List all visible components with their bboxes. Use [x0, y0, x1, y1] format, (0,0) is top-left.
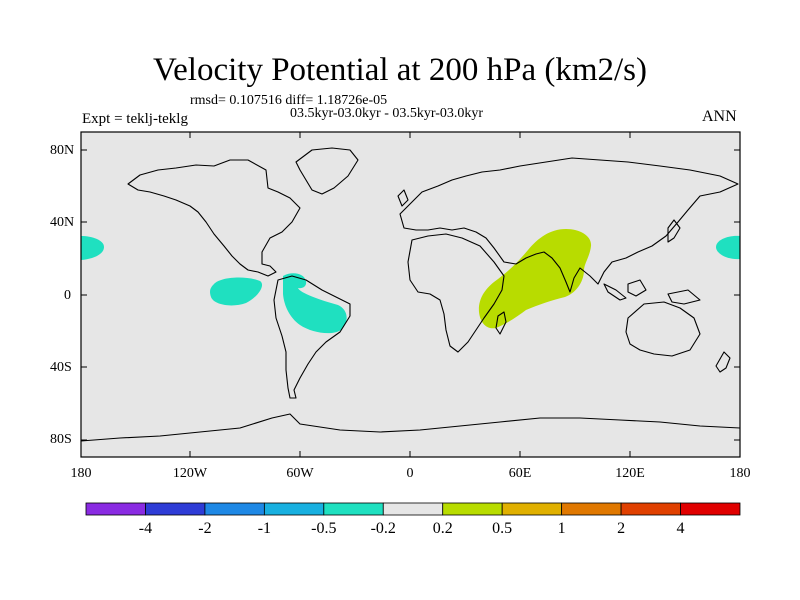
anomaly-south-america-negative: [283, 273, 347, 334]
lon-label-60e: 60E: [508, 466, 532, 481]
anomaly-west-pacific-negative: [81, 236, 104, 260]
coast-north-america: [127, 159, 301, 277]
colorbar-label: 4: [676, 520, 685, 537]
positive-anomaly-regions: [478, 229, 592, 329]
anomaly-indian-ocean-positive: [478, 229, 592, 329]
season-label: ANN: [702, 108, 737, 125]
coast-australia: [625, 301, 701, 357]
lon-label-180e: 180: [729, 466, 751, 481]
anomaly-dateline-negative: [716, 235, 740, 260]
coast-madagascar: [495, 311, 507, 335]
coast-antarctica: [80, 413, 741, 442]
coast-greenland: [295, 147, 359, 195]
map-title: Velocity Potential at 200 hPa (km2/s): [152, 52, 648, 88]
lat-label-80s: 80S: [50, 432, 72, 447]
stats-line: rmsd= 0.107516 diff= 1.18726e-05: [190, 93, 388, 108]
colorbar-swatch: [145, 502, 206, 516]
colorbar-swatch: [680, 502, 741, 516]
colorbar-label: -1: [257, 520, 272, 537]
anomaly-east-pacific-negative: [210, 277, 263, 306]
axis-ticks: [80, 132, 741, 457]
colorbar-label: 0.2: [432, 520, 453, 537]
coast-sumatra: [603, 283, 627, 301]
lon-label-120w: 120W: [172, 466, 208, 481]
coast-new-guinea: [667, 289, 701, 305]
colorbar-swatch: [85, 502, 146, 516]
lon-label-180w: 180: [70, 466, 92, 481]
colorbar-label: -0.2: [370, 520, 396, 537]
lat-label-eq: 0: [64, 288, 71, 303]
lon-label-120e: 120E: [615, 466, 645, 481]
colorbar-swatch: [442, 502, 503, 516]
map-panel: [81, 132, 740, 457]
lon-label-0: 0: [406, 466, 414, 481]
coast-new-zealand: [715, 351, 731, 373]
lat-label-80n: 80N: [50, 143, 75, 158]
colorbar-label: -0.5: [311, 520, 337, 537]
colorbar: [85, 502, 741, 516]
coast-south-america: [273, 275, 351, 399]
colorbar-label: -4: [138, 520, 153, 537]
colorbar-swatch: [323, 502, 384, 516]
colorbar-swatch: [620, 502, 681, 516]
colorbar-swatch: [204, 502, 265, 516]
colorbar-swatch: [501, 502, 563, 516]
colorbar-label: -2: [198, 520, 212, 537]
colorbar-swatch: [263, 502, 325, 516]
experiment-label: Expt = teklj-teklg: [82, 111, 188, 127]
coast-borneo: [627, 279, 647, 297]
colorbar-label: 1: [557, 520, 566, 537]
coast-japan: [667, 219, 681, 243]
lat-label-40s: 40S: [50, 360, 72, 375]
colorbar-swatch: [561, 502, 622, 516]
coast-british-isles: [397, 189, 409, 207]
lat-label-40n: 40N: [50, 215, 75, 230]
period-line: 03.5kyr-03.0kyr - 03.5kyr-03.0kyr: [290, 106, 484, 121]
coastlines: [80, 147, 741, 442]
coast-africa: [407, 233, 505, 353]
colorbar-label: 0.5: [492, 520, 513, 537]
coast-eurasia: [399, 157, 739, 293]
negative-anomaly-regions: [81, 235, 740, 334]
colorbar-label: 2: [617, 520, 626, 537]
lon-label-60w: 60W: [286, 466, 314, 481]
colorbar-swatch: [382, 502, 444, 516]
